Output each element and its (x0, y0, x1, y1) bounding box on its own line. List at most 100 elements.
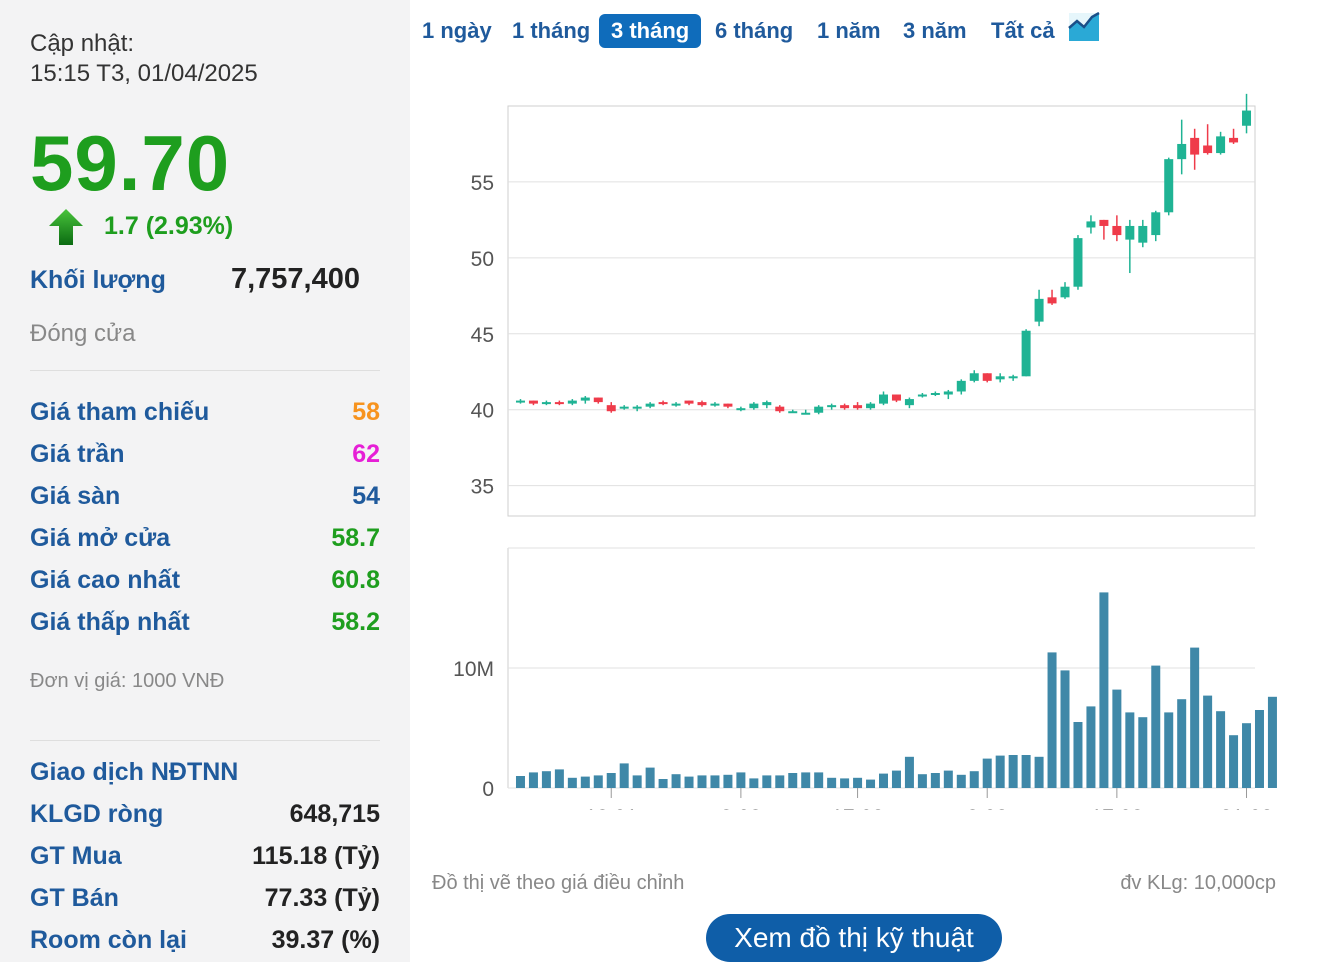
volume-bar (801, 772, 811, 788)
volume-bar (891, 770, 901, 788)
volume-bar (1177, 699, 1187, 788)
volume-bar (943, 770, 953, 788)
price-row-label: Giá thấp nhất (30, 608, 190, 636)
price-change: 1.7 (2.93%) (104, 212, 234, 240)
volume-bar (567, 777, 577, 788)
price-tick-label: 45 (471, 324, 494, 347)
price-row: Giá trần 62 (30, 440, 380, 472)
price-row: Giá thấp nhất 58.2 (30, 608, 380, 640)
volume-bar (541, 771, 551, 788)
candle-body (606, 405, 616, 412)
technical-chart-button[interactable]: Xem đồ thị kỹ thuật (706, 914, 1002, 962)
time-range-tabs: 1 ngày 1 tháng 3 tháng 6 tháng 1 năm 3 năm Tất… (410, 12, 1110, 52)
candle-body (814, 406, 824, 413)
price-row-label: Giá mở cửa (30, 524, 171, 552)
candle-body (930, 393, 940, 395)
divider (30, 370, 380, 371)
price-row-label: Giá cao nhất (30, 566, 181, 594)
foreign-row-label: GT Bán (30, 884, 119, 912)
foreign-trade-title: Giao dịch NĐTNN (30, 758, 239, 786)
tab-range[interactable]: 3 tháng (599, 14, 702, 48)
volume-bar (879, 773, 888, 788)
price-row-value: 58.7 (331, 524, 380, 552)
x-tick-label: 17.03 (1091, 806, 1144, 810)
foreign-row: GT Bán 77.33 (Tỷ) (30, 884, 380, 916)
volume-tick-label: 10M (453, 658, 494, 681)
tab-range[interactable]: 1 tháng (512, 18, 591, 43)
candle-body (840, 405, 850, 409)
foreign-row-label: KLGD ròng (30, 800, 164, 828)
divider (30, 740, 380, 741)
price-volume-chart: 35 40 45 50 55 0 10M 13.01 3.02 17.02 3.03 17.03 31.… (453, 93, 1277, 810)
tab-range[interactable]: Tất cả (991, 18, 1055, 43)
tab-range[interactable]: 1 năm (817, 18, 881, 43)
foreign-row: KLGD ròng 648,715 (30, 800, 380, 832)
volume-bar (840, 778, 850, 788)
candle-body (1073, 238, 1083, 287)
candle-body (528, 400, 538, 404)
volume-value: 7,757,400 (230, 263, 360, 295)
market-status: Đóng cửa (30, 320, 136, 347)
volume-bar (1034, 756, 1044, 788)
candle-body (736, 408, 746, 411)
foreign-row-label: Room còn lại (30, 926, 187, 954)
volume-bar (1242, 723, 1252, 788)
x-tick-label: 31.03 (1220, 806, 1273, 810)
price-row-value: 60.8 (331, 566, 380, 594)
tab-range[interactable]: 1 ngày (422, 18, 492, 43)
volume-bar (1021, 755, 1031, 788)
volume-bar (593, 775, 603, 788)
x-tick-label: 3.02 (720, 806, 761, 810)
candle-body (1203, 145, 1213, 154)
tab-range[interactable]: 3 năm (903, 18, 967, 43)
candle-body (1099, 219, 1109, 226)
volume-bar (1047, 652, 1057, 788)
candle-body (1047, 297, 1057, 304)
volume-bar (1125, 712, 1135, 788)
candle-body (710, 403, 720, 406)
candle-body (671, 403, 681, 406)
volume-bar (930, 773, 940, 788)
volume-bar (995, 755, 1005, 788)
candle-body (1086, 221, 1096, 228)
candle-body (995, 376, 1005, 380)
candle-body (515, 400, 525, 403)
candle-body (1021, 330, 1031, 377)
volume-bar (1008, 755, 1018, 788)
volume-bar (853, 777, 863, 788)
volume-bar (710, 775, 720, 788)
foreign-row: Room còn lại 39.37 (%) (30, 926, 380, 958)
candle-body (658, 402, 668, 405)
volume-bar (580, 776, 590, 788)
candle-body (645, 403, 655, 407)
candle-body (1164, 159, 1174, 213)
price-tick-label: 35 (471, 476, 494, 499)
area-chart-icon[interactable] (1068, 12, 1100, 42)
candle-body (697, 402, 707, 406)
candle-body (1112, 225, 1122, 236)
candle-body (879, 394, 888, 404)
volume-bar (1099, 592, 1109, 788)
tab-range[interactable]: 6 tháng (715, 18, 794, 43)
volume-bar (1216, 711, 1226, 788)
candle-body (580, 397, 590, 401)
candle-body (684, 400, 694, 404)
volume-bar (982, 758, 992, 788)
current-price: 59.70 (30, 119, 231, 207)
volume-bar (1203, 695, 1213, 788)
volume-bar (671, 774, 681, 788)
price-row-label: Giá sàn (30, 482, 121, 510)
volume-bar (1151, 665, 1161, 788)
volume-unit-note: đv KLg: 10,000cp (1120, 872, 1276, 894)
volume-bar (917, 774, 927, 788)
candle-body (904, 399, 914, 406)
updated-time: 15:15 T3, 01/04/2025 (30, 60, 258, 87)
candle-body (853, 405, 863, 409)
volume-bar (515, 776, 525, 788)
candle-body (554, 402, 564, 405)
candle-body (762, 402, 772, 406)
candle-body (891, 394, 901, 401)
volume-bar (775, 775, 785, 788)
price-row: Giá sàn 54 (30, 482, 380, 514)
volume-bar (1073, 722, 1083, 788)
